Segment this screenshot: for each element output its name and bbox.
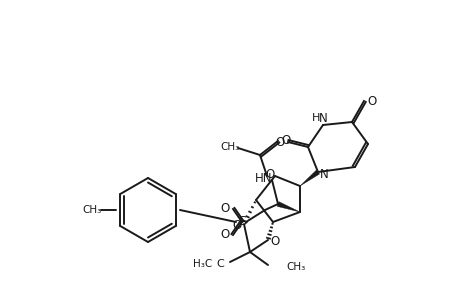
Polygon shape: [299, 170, 319, 186]
Text: O: O: [265, 169, 274, 182]
Text: O: O: [232, 220, 241, 232]
Text: H₃C: H₃C: [192, 259, 212, 269]
Text: O: O: [275, 136, 284, 148]
Text: O: O: [367, 94, 376, 107]
Text: CH₃: CH₃: [285, 262, 305, 272]
Text: O: O: [220, 202, 229, 215]
Text: CH₃: CH₃: [82, 205, 101, 215]
Text: C: C: [216, 259, 224, 269]
Text: O: O: [220, 229, 229, 242]
Text: HN: HN: [255, 172, 272, 184]
Text: S: S: [237, 215, 246, 229]
Polygon shape: [276, 202, 299, 212]
Text: H: H: [311, 113, 319, 123]
Text: CH₃: CH₃: [220, 142, 239, 152]
Text: N: N: [319, 167, 328, 181]
Text: O: O: [281, 134, 290, 148]
Text: O: O: [270, 236, 279, 248]
Text: N: N: [318, 112, 327, 124]
